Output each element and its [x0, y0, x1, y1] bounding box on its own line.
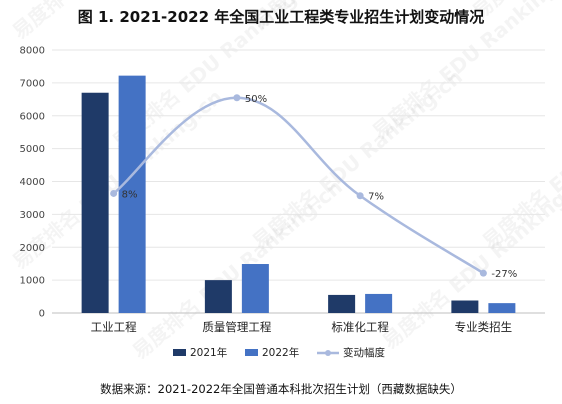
legend-line-marker	[325, 350, 331, 356]
y-axis-ticks: 0 1000 2000 3000 4000 5000 6000 7000 8000	[20, 46, 45, 320]
bar-2022	[488, 303, 516, 313]
chart-title: 图 1. 2021-2022 年全国工业工程类专业招生计划变动情况	[77, 8, 485, 26]
change-line: 8% 50% 7% -27%	[110, 94, 517, 280]
legend-label: 2022年	[262, 346, 299, 359]
y-tick-label: 4000	[20, 177, 45, 188]
change-point	[110, 189, 118, 197]
change-data-label: 8%	[122, 189, 138, 200]
bar-2021	[204, 280, 232, 313]
watermark-text: 易度排名 EDU Ranking.cn	[8, 0, 227, 44]
watermark-text: 易度排名 EDU Ranking.cn	[128, 174, 347, 363]
bar-2021	[451, 300, 479, 313]
y-tick-label: 8000	[20, 46, 45, 57]
x-tick-label: 专业类招生	[455, 320, 513, 334]
bar-2022	[241, 264, 269, 313]
y-tick-label: 2000	[20, 243, 45, 254]
y-tick-label: 3000	[20, 210, 45, 221]
y-tick-label: 7000	[20, 78, 45, 89]
bar-2022	[365, 293, 393, 313]
change-data-label: 7%	[368, 192, 384, 203]
x-tick-label: 质量管理工程	[202, 320, 271, 334]
legend-label: 变动幅度	[343, 346, 385, 359]
bars	[81, 75, 516, 313]
bar-2021	[328, 294, 356, 313]
y-tick-label: 6000	[20, 111, 45, 122]
legend-swatch	[173, 349, 186, 356]
legend-label: 2021年	[190, 346, 227, 359]
change-line-path	[112, 96, 485, 275]
x-axis: 工业工程 质量管理工程 标准化工程 专业类招生	[91, 320, 513, 334]
legend-swatch	[245, 349, 258, 356]
y-tick-label: 1000	[20, 276, 45, 287]
change-point	[356, 192, 364, 200]
legend: 2021年 2022年 变动幅度	[173, 346, 385, 359]
change-point	[479, 269, 487, 277]
change-data-label: -27%	[491, 269, 517, 280]
bar-2022	[118, 75, 146, 313]
x-tick-label: 标准化工程	[331, 320, 389, 334]
x-tick-label: 工业工程	[91, 320, 137, 334]
y-tick-label: 0	[39, 309, 45, 320]
change-point	[233, 94, 241, 102]
source-note: 数据来源：2021-2022年全国普通本科批次招生计划（西藏数据缺失）	[100, 382, 462, 396]
change-data-label: 50%	[245, 94, 267, 105]
bar-2021	[81, 92, 109, 313]
y-tick-label: 5000	[20, 144, 45, 155]
